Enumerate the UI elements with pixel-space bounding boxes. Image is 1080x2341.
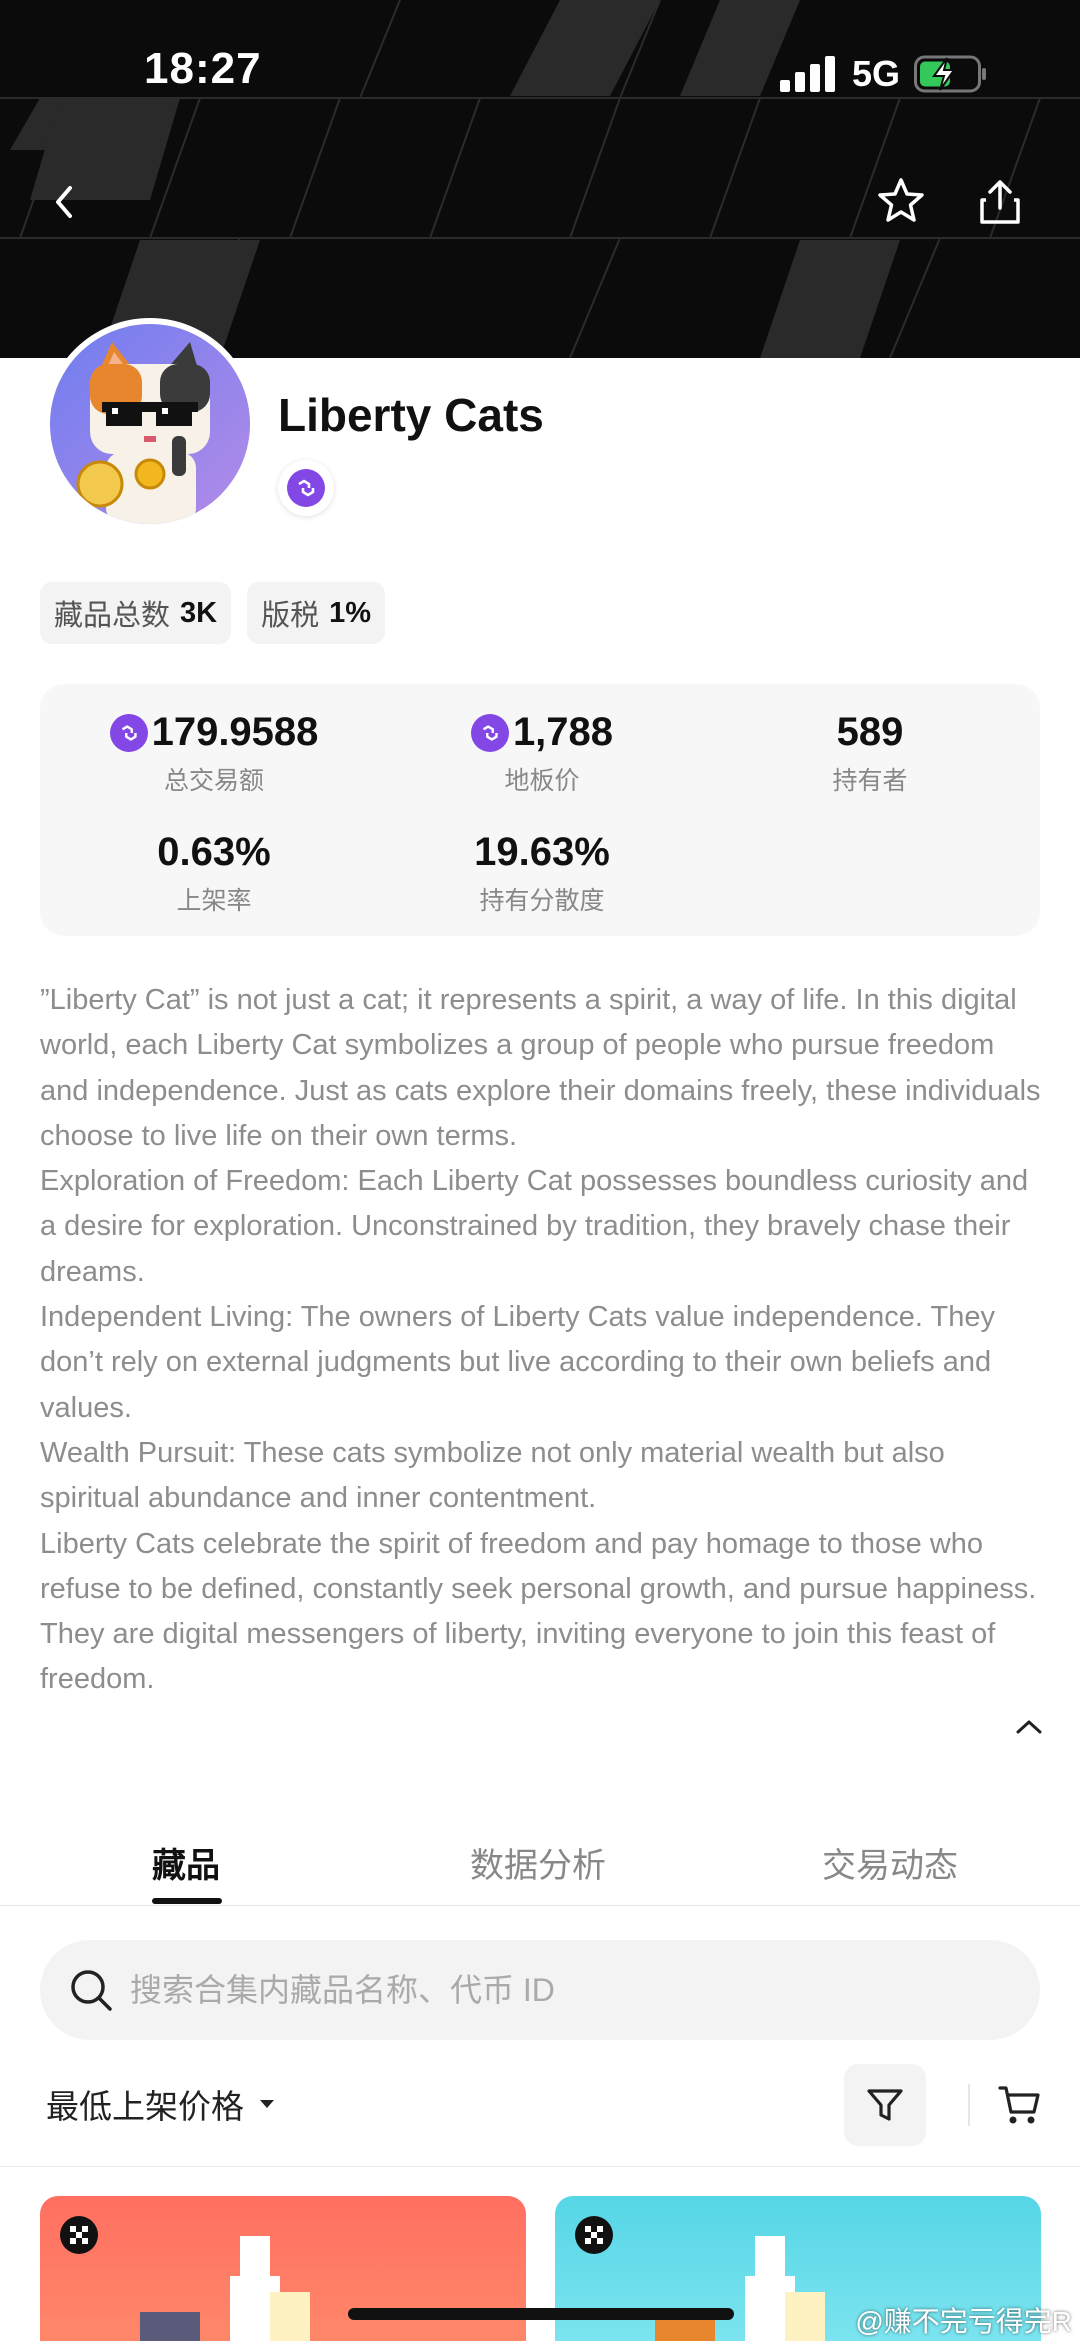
- stat-floor-price: 1,788 地板价: [412, 710, 672, 797]
- description-paragraph: Independent Living: The owners of Libert…: [40, 1301, 995, 1424]
- active-tab-indicator: [152, 1898, 222, 1904]
- stats-card: 179.9588 总交易额 1,788 地板价 589 持有者 0.63% 上架…: [40, 684, 1040, 936]
- status-indicators: 5G: [779, 52, 988, 96]
- tab-items[interactable]: 藏品: [152, 1847, 220, 1885]
- nft-image: [655, 2236, 825, 2341]
- caret-down-icon: [260, 2100, 274, 2108]
- stat-value: 0.63%: [157, 830, 271, 874]
- favorite-star-icon[interactable]: [873, 174, 929, 230]
- stat-holders: 589 持有者: [740, 710, 1000, 797]
- filter-funnel-icon: [867, 2089, 903, 2121]
- stat-label: 持有者: [832, 767, 908, 795]
- item-status-icon: [575, 2216, 613, 2254]
- item-status-icon: [60, 2216, 98, 2254]
- signal-icon: [779, 56, 835, 92]
- stat-value: 1,788: [512, 710, 614, 754]
- status-bar: 18:27 5G: [0, 0, 1080, 140]
- shopping-cart-icon[interactable]: [996, 2082, 1042, 2128]
- collection-description: ”Liberty Cat” is not just a cat; it repr…: [40, 978, 1044, 1703]
- tab-bar: 藏品 数据分析 交易动态: [0, 1832, 1080, 1906]
- description-paragraph: ”Liberty Cat” is not just a cat; it repr…: [40, 984, 1041, 1152]
- collection-avatar: [44, 318, 256, 530]
- back-icon[interactable]: [40, 174, 90, 230]
- watermark: @赚不完亏得完R: [855, 2300, 1072, 2340]
- collection-title: Liberty Cats: [278, 389, 544, 441]
- stat-label: 地板价: [504, 767, 580, 795]
- description-paragraph: Exploration of Freedom: Each Liberty Cat…: [40, 1165, 1029, 1288]
- polygon-currency-icon: [470, 713, 509, 752]
- stat-value: 19.63%: [474, 830, 610, 874]
- nft-image: [140, 2236, 310, 2341]
- search-bar[interactable]: [40, 1940, 1040, 2040]
- stat-value: 589: [836, 710, 904, 754]
- tag-value: 3K: [180, 596, 218, 629]
- status-time: 18:27: [144, 44, 262, 93]
- collection-tags: 藏品总数 3K 版税 1%: [40, 582, 386, 644]
- cat-avatar-image: [50, 324, 250, 524]
- stat-label: 持有分散度: [479, 887, 605, 915]
- tag-label: 藏品总数: [54, 600, 171, 632]
- stat-label: 总交易额: [163, 767, 264, 795]
- description-paragraph: Liberty Cats celebrate the spirit of fre…: [40, 1527, 1037, 1696]
- search-input[interactable]: [130, 1971, 950, 2009]
- stat-volume: 179.9588 总交易额: [84, 710, 344, 797]
- collapse-chevron-up-icon[interactable]: [1012, 1714, 1046, 1740]
- watermark-text: @赚不完亏得完R: [855, 2306, 1072, 2337]
- chain-badge[interactable]: [278, 460, 334, 516]
- header-banner: 18:27 5G: [0, 0, 1080, 358]
- tag-total-items: 藏品总数 3K: [40, 582, 232, 644]
- tab-data-analysis[interactable]: 数据分析: [470, 1847, 606, 1885]
- home-indicator[interactable]: [348, 2308, 734, 2320]
- filter-button[interactable]: [844, 2064, 926, 2146]
- share-icon[interactable]: [972, 174, 1028, 230]
- polygon-currency-icon: [109, 713, 148, 752]
- stat-holder-dispersion: 19.63% 持有分散度: [412, 830, 672, 917]
- tag-royalty: 版税 1%: [247, 582, 386, 644]
- stat-listed-rate: 0.63% 上架率: [84, 830, 344, 917]
- sort-dropdown[interactable]: 最低上架价格: [46, 2080, 276, 2128]
- battery-charging-icon: [914, 55, 986, 93]
- network-type: 5G: [851, 53, 900, 94]
- stat-label: 上架率: [176, 887, 252, 915]
- tag-value: 1%: [329, 596, 372, 629]
- polygon-chain-icon: [287, 469, 325, 507]
- tab-activity[interactable]: 交易动态: [822, 1847, 958, 1885]
- search-icon: [71, 1970, 112, 2011]
- tag-label: 版税: [261, 600, 320, 632]
- stat-value: 179.9588: [151, 710, 319, 754]
- sort-selected-label: 最低上架价格: [46, 2088, 244, 2125]
- divider: [0, 2166, 1080, 2167]
- divider: [968, 2084, 970, 2126]
- description-paragraph: Wealth Pursuit: These cats symbolize not…: [40, 1436, 945, 1515]
